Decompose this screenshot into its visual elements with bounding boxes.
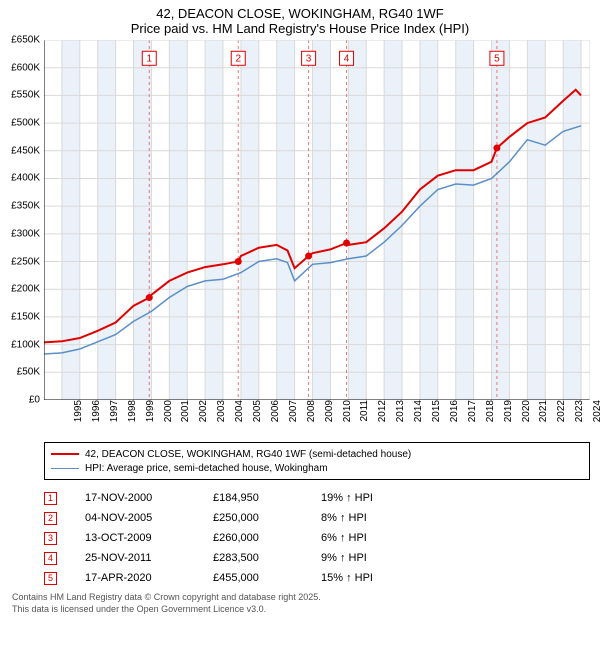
x-axis-label: 2001 [180, 400, 191, 430]
sale-price: £455,000 [213, 572, 293, 584]
x-axis-label: 2022 [556, 400, 567, 430]
x-axis-label: 2000 [163, 400, 174, 430]
y-axis-label: £200K [2, 284, 40, 295]
x-axis-label: 2017 [467, 400, 478, 430]
sale-date: 13-OCT-2009 [85, 532, 185, 544]
x-axis-label: 2013 [395, 400, 406, 430]
sale-date: 17-APR-2020 [85, 572, 185, 584]
x-axis-label: 2012 [377, 400, 388, 430]
x-axis-label: 2004 [234, 400, 245, 430]
x-axis-label: 2016 [449, 400, 460, 430]
footer: Contains HM Land Registry data © Crown c… [12, 592, 590, 615]
x-axis-label: 1998 [127, 400, 138, 430]
svg-text:4: 4 [344, 53, 350, 64]
sale-row: 3 13-OCT-2009 £260,000 6% ↑ HPI [44, 528, 590, 548]
x-axis-label: 2006 [270, 400, 281, 430]
x-axis-label: 2007 [288, 400, 299, 430]
y-axis-label: £600K [2, 62, 40, 73]
chart-area: 12345 £0£50K£100K£150K£200K£250K£300K£35… [44, 40, 590, 400]
sale-delta: 6% ↑ HPI [321, 532, 411, 544]
y-axis-label: £400K [2, 173, 40, 184]
line-chart-svg: 1 2 3 4 5 [44, 40, 590, 400]
x-axis-label: 2015 [431, 400, 442, 430]
sale-marker-box: 4 [44, 552, 57, 565]
legend-swatch [51, 468, 79, 469]
x-axis-label: 2023 [574, 400, 585, 430]
legend: 42, DEACON CLOSE, WOKINGHAM, RG40 1WF (s… [44, 442, 590, 480]
sale-marker-box: 5 [44, 572, 57, 585]
sale-price: £283,500 [213, 552, 293, 564]
x-axis-label: 2009 [324, 400, 335, 430]
svg-text:5: 5 [494, 53, 500, 64]
legend-item: HPI: Average price, semi-detached house,… [51, 461, 583, 475]
x-axis-label: 2011 [359, 400, 370, 430]
sale-delta: 8% ↑ HPI [321, 512, 411, 524]
x-axis-label: 1995 [73, 400, 84, 430]
x-axis-label: 2003 [216, 400, 227, 430]
x-axis-label: 2005 [252, 400, 263, 430]
sale-delta: 15% ↑ HPI [321, 572, 411, 584]
x-axis-label: 2002 [198, 400, 209, 430]
sale-marker-box: 1 [44, 492, 57, 505]
x-axis-label: 1997 [109, 400, 120, 430]
y-axis-label: £250K [2, 256, 40, 267]
sale-delta: 9% ↑ HPI [321, 552, 411, 564]
sale-delta: 19% ↑ HPI [321, 492, 411, 504]
sale-row: 1 17-NOV-2000 £184,950 19% ↑ HPI [44, 488, 590, 508]
footer-line-1: Contains HM Land Registry data © Crown c… [12, 592, 590, 604]
x-axis-label: 2014 [413, 400, 424, 430]
footer-line-2: This data is licensed under the Open Gov… [12, 604, 590, 616]
x-axis-label: 2024 [592, 400, 600, 430]
y-axis-label: £450K [2, 145, 40, 156]
y-axis-label: £500K [2, 118, 40, 129]
x-axis-label: 2020 [521, 400, 532, 430]
x-axis-label: 2010 [342, 400, 353, 430]
x-axis-label: 1996 [91, 400, 102, 430]
legend-item: 42, DEACON CLOSE, WOKINGHAM, RG40 1WF (s… [51, 447, 583, 461]
sale-price: £184,950 [213, 492, 293, 504]
y-axis-label: £550K [2, 90, 40, 101]
y-axis-label: £0 [2, 395, 40, 406]
title-line-2: Price paid vs. HM Land Registry's House … [0, 21, 600, 40]
x-axis-label: 1999 [145, 400, 156, 430]
legend-label: 42, DEACON CLOSE, WOKINGHAM, RG40 1WF (s… [85, 449, 411, 460]
sale-row: 4 25-NOV-2011 £283,500 9% ↑ HPI [44, 548, 590, 568]
y-axis-label: £100K [2, 339, 40, 350]
sale-date: 25-NOV-2011 [85, 552, 185, 564]
sale-price: £250,000 [213, 512, 293, 524]
sale-marker-box: 2 [44, 512, 57, 525]
x-axis-label: 2021 [538, 400, 549, 430]
y-axis-label: £350K [2, 201, 40, 212]
x-axis-label: 2008 [306, 400, 317, 430]
x-axis-label: 2018 [485, 400, 496, 430]
sales-table: 1 17-NOV-2000 £184,950 19% ↑ HPI 2 04-NOV-200… [44, 488, 590, 588]
title-line-1: 42, DEACON CLOSE, WOKINGHAM, RG40 1WF [0, 0, 600, 21]
x-axis-label: 2019 [503, 400, 514, 430]
chart-container: 42, DEACON CLOSE, WOKINGHAM, RG40 1WF Pr… [0, 0, 600, 650]
sale-row: 2 04-NOV-2005 £250,000 8% ↑ HPI [44, 508, 590, 528]
sale-date: 04-NOV-2005 [85, 512, 185, 524]
y-axis-label: £150K [2, 311, 40, 322]
legend-label: HPI: Average price, semi-detached house,… [85, 463, 328, 474]
svg-text:2: 2 [235, 53, 241, 64]
sale-price: £260,000 [213, 532, 293, 544]
y-axis-label: £300K [2, 228, 40, 239]
y-axis-label: £650K [2, 35, 40, 46]
legend-swatch [51, 453, 79, 455]
sale-date: 17-NOV-2000 [85, 492, 185, 504]
svg-text:3: 3 [306, 53, 312, 64]
sale-row: 5 17-APR-2020 £455,000 15% ↑ HPI [44, 568, 590, 588]
sale-marker-box: 3 [44, 532, 57, 545]
y-axis-label: £50K [2, 367, 40, 378]
svg-text:1: 1 [146, 53, 152, 64]
